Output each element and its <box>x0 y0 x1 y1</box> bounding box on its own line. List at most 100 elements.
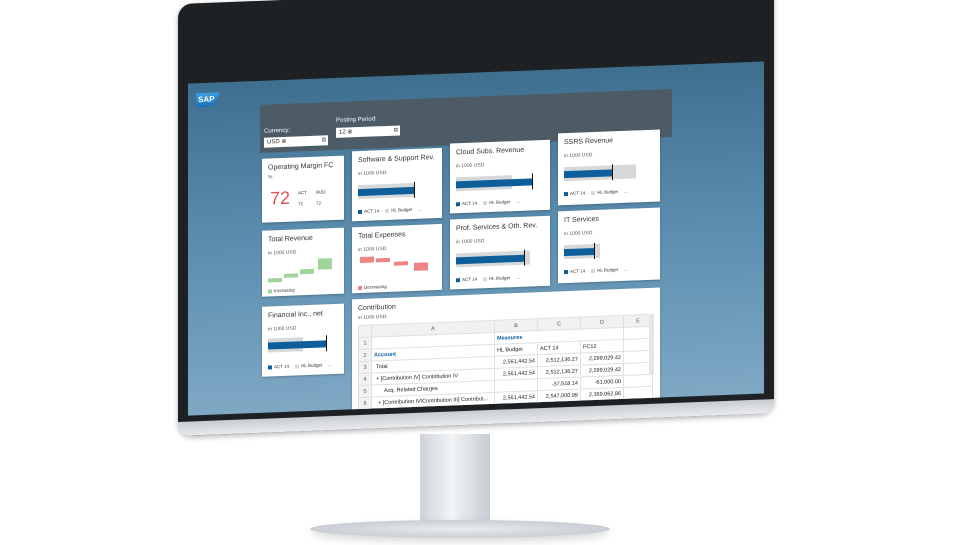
tile-title: SSRS Revenue <box>564 137 614 147</box>
tile-subtitle: in 1000 USD <box>358 245 387 254</box>
legend-budget: HL Budget <box>391 206 413 213</box>
waterfall-bar <box>284 273 298 278</box>
value-help-icon[interactable]: ⧉ <box>321 137 326 144</box>
legend-budget: HL Budget <box>301 362 323 369</box>
target-marker <box>594 242 596 260</box>
more-icon[interactable]: ... <box>418 206 423 212</box>
tile-cloud-subs[interactable]: Cloud Subs. Revenue in 1000 USD ACT 14 HL… <box>450 139 550 214</box>
posting-period-label: Posting Period: <box>336 116 377 124</box>
corner-cell <box>358 325 372 338</box>
more-icon[interactable]: ... <box>624 188 629 194</box>
bud-label: BUD <box>316 189 326 195</box>
chart-legend: ACT 14 HL Budget... <box>456 275 520 282</box>
value-help-icon[interactable]: ⧉ <box>393 127 398 134</box>
tile-prof-services[interactable]: Prof. Services & Oth. Rev. in 1000 USD A… <box>450 215 550 290</box>
legend-act: ACT 14 <box>570 190 586 196</box>
waterfall-bar <box>376 257 390 263</box>
kpi-value: 72 <box>270 187 291 209</box>
chart-legend: ACT 14 HL Budget... <box>564 189 628 196</box>
tile-title: Operating Margin FC <box>268 162 334 172</box>
contribution-grid: A B C D E 1 Measures 2 Account HL Budget… <box>358 314 653 410</box>
actual-bar <box>456 178 532 189</box>
target-marker <box>612 164 613 181</box>
row-number: 6 <box>358 397 372 410</box>
go-button[interactable]: Go <box>590 61 606 66</box>
tile-it-services[interactable]: IT Services in 1000 USD ACT 14 HL Budget.… <box>558 207 660 284</box>
monitor-stand-base <box>310 520 610 538</box>
tile-financial-inc[interactable]: Financial Inc., net in 1000 USD ACT 14 HL… <box>262 303 344 377</box>
tile-subtitle: in 1000 USD <box>358 169 387 178</box>
tile-title: Software & Support Rev. <box>358 154 435 165</box>
posting-period-input[interactable]: 12 ⊗ ⧉ <box>336 125 400 138</box>
act-label: ACT <box>298 190 307 196</box>
act-value: 72 <box>298 201 304 207</box>
actual-bar <box>268 340 326 350</box>
target-marker <box>524 249 525 266</box>
legend-budget: HL Budget <box>489 199 511 206</box>
tile-title: Prof. Services & Oth. Rev. <box>456 222 538 233</box>
cell-act14[interactable]: 2,547,000.99 <box>537 389 581 403</box>
legend-act: ACT 14 <box>462 276 478 283</box>
legend-act: ACT 14 <box>274 363 290 370</box>
tile-ssrs-revenue[interactable]: SSRS Revenue in 1000 USD ACT 14 HL Budget… <box>558 129 660 206</box>
chart-legend: ACT 14 HL Budget... <box>268 362 332 369</box>
cell-fc12[interactable]: 2,369,062.86 <box>580 387 624 402</box>
filters-link[interactable]: Filters (2) <box>564 61 594 67</box>
tile-title: IT Services <box>564 215 599 225</box>
more-icon[interactable]: ... <box>624 266 629 272</box>
currency-label: Currency: <box>264 127 291 135</box>
tile-title: Contribution <box>358 303 396 313</box>
tile-operating-margin[interactable]: Operating Margin FC % 72 ACT BUD 72 72 <box>262 155 344 223</box>
waterfall-bar <box>360 256 374 264</box>
shell-header: CFO DASHBOARD Hide Filter Bar Filters (2… <box>252 61 662 91</box>
scrollbar[interactable] <box>649 313 654 374</box>
chart-legend: ACT 14 HL Budget... <box>456 199 520 206</box>
more-icon[interactable]: ... <box>516 198 521 205</box>
tile-title: Total Revenue <box>268 234 313 244</box>
more-icon[interactable]: ... <box>328 362 333 368</box>
monitor-stand-neck <box>420 434 490 530</box>
hide-filter-bar-link[interactable]: Hide Filter Bar <box>514 61 559 71</box>
legend-decreasing: Decreasing <box>364 283 387 290</box>
tile-title: Total Expenses <box>358 231 406 241</box>
tile-total-expenses[interactable]: Total Expenses in 1000 USD Decreasing <box>352 223 442 294</box>
target-marker <box>325 335 327 352</box>
more-icon[interactable]: ... <box>516 274 521 281</box>
posting-period-value: 12 <box>339 129 346 136</box>
tile-contribution: Contribution in 1000 USD A B C D E 1 Mea… <box>352 287 660 412</box>
row-number: 3 <box>358 361 372 374</box>
sap-logo: SAP <box>196 92 220 107</box>
chart-legend: Decreasing <box>358 284 387 290</box>
currency-input[interactable]: USD ⊗ ⧉ <box>264 135 328 148</box>
tile-subtitle: in 1000 USD <box>564 230 593 238</box>
row-number: 5 <box>358 385 372 398</box>
waterfall-bar <box>318 258 332 270</box>
tile-subtitle: in 1000 USD <box>268 325 297 333</box>
tile-subtitle: in 1000 USD <box>358 313 387 322</box>
gear-icon[interactable]: ⚙ <box>616 61 624 62</box>
currency-value: USD <box>267 139 280 146</box>
monitor: SAP CFO DASHBOARD Hide Filter Bar Filter… <box>178 0 774 436</box>
page-title: CFO DASHBOARD <box>428 61 498 65</box>
row-number: 1 <box>358 337 372 350</box>
actual-bar <box>564 248 595 257</box>
tile-total-revenue[interactable]: Total Revenue in 1000 USD Increasing <box>262 227 344 297</box>
cell-hl-budget[interactable]: 2,561,442.54 <box>494 390 538 405</box>
target-marker <box>414 181 415 198</box>
legend-budget: HL Budget <box>597 189 619 195</box>
chart-legend: ACT 14 HL Budget... <box>564 267 628 274</box>
waterfall-bar <box>268 278 282 283</box>
legend-budget: HL Budget <box>597 267 619 273</box>
row-number: 4 <box>358 373 372 386</box>
legend-increasing: Increasing <box>274 287 295 294</box>
tile-software-support[interactable]: Software & Support Rev. in 1000 USD ACT … <box>352 147 442 222</box>
legend-act: ACT 14 <box>364 208 380 214</box>
waterfall-bar <box>414 262 428 271</box>
chart-legend: ACT 14 HL Budget... <box>358 207 422 214</box>
tile-title: Financial Inc., net <box>268 310 323 320</box>
cell <box>623 386 653 400</box>
waterfall-bar <box>394 261 408 266</box>
chart-legend: Increasing <box>268 288 295 294</box>
tile-unit: % <box>268 174 273 181</box>
tile-title: Cloud Subs. Revenue <box>456 146 525 157</box>
